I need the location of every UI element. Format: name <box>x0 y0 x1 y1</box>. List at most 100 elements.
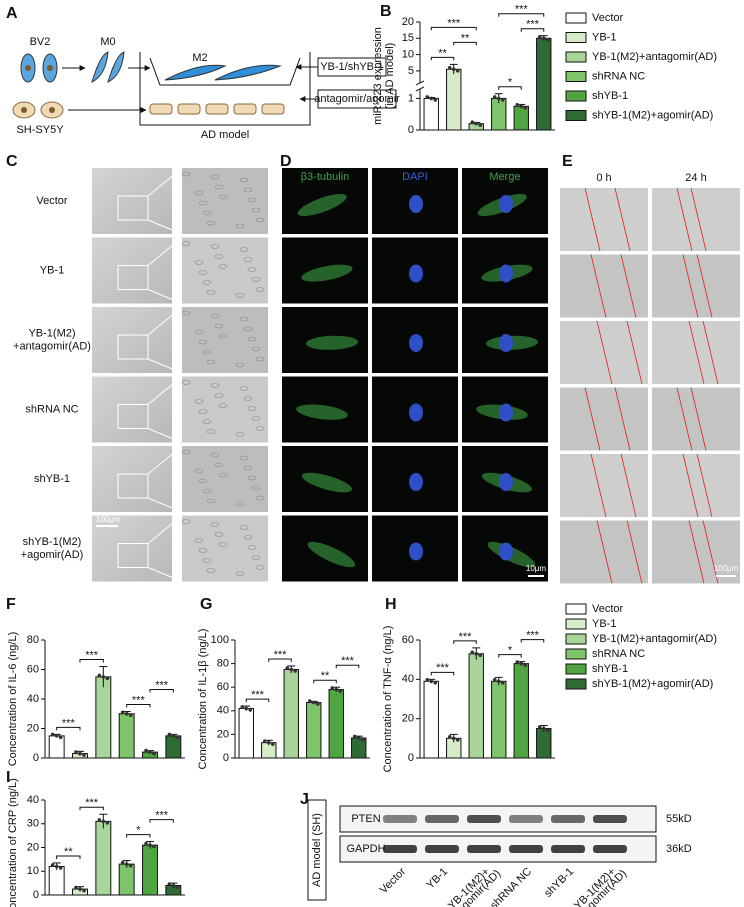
data-point <box>128 863 133 868</box>
data-point <box>500 98 505 102</box>
data-point <box>541 36 546 41</box>
data-point <box>50 863 55 867</box>
nucleus <box>409 264 423 283</box>
data-point <box>266 740 271 745</box>
significance-bracket <box>430 26 477 31</box>
cell-texture <box>251 277 261 282</box>
band-size: 36kD <box>666 843 692 855</box>
data-point <box>352 734 357 739</box>
cell-texture <box>251 485 261 491</box>
data-point <box>545 728 550 732</box>
data-point <box>523 106 528 110</box>
y-tick-label: 10 <box>27 865 39 877</box>
wound-edge <box>620 254 637 318</box>
y-axis-label: Concentration of TNF-α (ng/L) <box>382 626 394 773</box>
cell-texture <box>218 264 228 269</box>
panel-label: E <box>562 153 573 170</box>
y-tick-label: 60 <box>217 681 229 693</box>
significance-label: *** <box>436 662 450 674</box>
bar <box>351 737 367 759</box>
nucleus <box>499 403 513 422</box>
legend-swatch <box>565 51 587 63</box>
insert <box>149 57 301 86</box>
y-tick-label: 0 <box>408 124 414 136</box>
legend-label: shYB-1(M2)+agomir(AD) <box>592 678 713 690</box>
legend-label: shRNA NC <box>592 648 645 660</box>
significance-label: *** <box>85 797 99 809</box>
cell-texture <box>206 498 216 504</box>
cell-texture <box>181 519 191 524</box>
cell-texture <box>210 522 220 527</box>
wound-edge <box>688 320 705 385</box>
data-point <box>171 734 176 738</box>
bar <box>283 669 299 759</box>
legend-swatch <box>565 663 587 675</box>
cell-texture <box>235 501 245 507</box>
data-point <box>519 104 524 109</box>
data-point <box>478 653 483 658</box>
cell-texture <box>247 267 257 272</box>
cell <box>107 51 125 83</box>
data-point <box>455 68 460 73</box>
band <box>551 845 585 853</box>
data-point <box>474 121 479 126</box>
cell-texture <box>198 478 208 484</box>
data-point <box>175 885 180 889</box>
micrograph-zoom <box>182 307 268 373</box>
data-point <box>152 751 156 756</box>
panel-label: F <box>6 596 16 613</box>
significance-bracket <box>430 56 455 61</box>
zoom-line <box>147 515 183 544</box>
y-tick-label: 0 <box>408 752 414 764</box>
data-point <box>54 734 59 738</box>
bar <box>142 844 158 896</box>
legend-swatch <box>565 12 587 24</box>
significance-bracket <box>313 679 337 684</box>
band-size: 55kD <box>666 813 692 825</box>
significance-bracket <box>245 698 270 703</box>
cell-texture <box>202 349 212 355</box>
treatment-label: antagomir/agomir <box>314 93 400 105</box>
blot-ylabel: AD model (SH) <box>311 813 323 887</box>
cell-texture <box>251 346 261 352</box>
cell-texture <box>243 187 253 193</box>
data-point <box>515 660 520 664</box>
data-point <box>289 667 294 672</box>
zoom-box <box>117 265 149 290</box>
data-point <box>74 750 78 754</box>
diagram: BV2 M0 M2 SH-SY5Y AD model YB-1/shYB-1 a… <box>12 36 400 141</box>
y-axis-label: miR-223 expression <box>372 27 384 125</box>
panel-label: I <box>6 769 10 786</box>
cell-texture <box>210 313 220 319</box>
bar <box>536 37 552 131</box>
cell-texture <box>194 399 204 404</box>
data-point <box>105 821 110 825</box>
data-point <box>315 702 320 706</box>
band <box>593 815 627 823</box>
legend-swatch <box>565 71 587 82</box>
data-point <box>120 860 125 865</box>
neuron <box>301 264 353 282</box>
wound-edge <box>676 387 693 451</box>
legend-swatch <box>565 32 587 43</box>
y-axis-label: Concentration of IL-1β (ng/L) <box>197 629 209 770</box>
cell-texture <box>251 416 261 421</box>
data-point <box>545 37 550 42</box>
cell-texture <box>239 177 249 183</box>
cell-label: M0 <box>100 36 115 48</box>
panel-label: A <box>6 5 18 22</box>
micrograph <box>560 321 648 384</box>
legend-swatch <box>565 618 587 630</box>
band <box>593 845 627 853</box>
wound-edge <box>614 187 631 252</box>
y-tick-label: 40 <box>217 705 229 717</box>
bar <box>306 702 322 759</box>
data-point <box>58 735 63 740</box>
cell-texture <box>255 495 265 501</box>
legend-label: Vector <box>592 603 624 615</box>
cell-texture <box>210 452 220 458</box>
nucleus <box>499 473 513 491</box>
micrograph <box>652 454 740 517</box>
wound-edge <box>626 320 643 385</box>
significance-bracket <box>126 704 151 708</box>
